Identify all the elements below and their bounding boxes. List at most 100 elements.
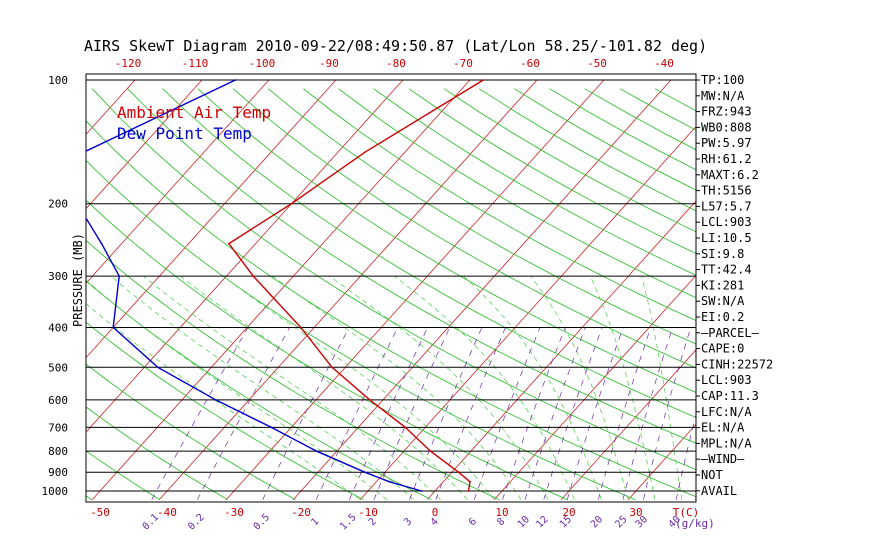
bottom-temp-tick-label: 10: [495, 506, 508, 519]
indices-item: MPL:N/A: [701, 436, 752, 450]
legend-dew-point: Dew Point Temp: [117, 124, 252, 143]
moist-adiabat-line: [110, 275, 415, 500]
indices-item: CINH:22572: [701, 357, 773, 371]
mixing-ratio-label: 0.2: [186, 512, 207, 533]
bottom-temp-tick-label: T(C): [673, 506, 700, 519]
isotherm-line: [292, 79, 672, 500]
mixing-ratio-labels: 0.1 0.2 0.5 1 1.5 2 3 4 6 8 10 12 15 20 25 30 40: [141, 512, 683, 533]
bottom-temp-tick-label: -30: [224, 506, 244, 519]
dry-adiabat-line: [303, 88, 696, 322]
dry-adiabat-line: [408, 88, 696, 254]
bottom-temp-tick-label: 30: [629, 506, 642, 519]
pressure-tick-label: 600: [48, 394, 68, 407]
indices-item: —WIND—: [701, 452, 745, 466]
pressure-tick-label: 400: [48, 321, 68, 334]
air-temp-point: [482, 79, 485, 81]
indices-item: L57:5.7: [701, 199, 752, 213]
mixing-ratio-lines: [151, 327, 696, 500]
legend: Ambient Air Temp Dew Point Temp: [117, 103, 271, 143]
top-temp-tick-label: -120: [115, 57, 142, 70]
dry-adiabat-lines: [0, 88, 696, 501]
moist-adiabat-line: [530, 275, 629, 500]
mixing-ratio-label: 1: [309, 516, 321, 528]
isotherm-line: [0, 80, 68, 500]
indices-item: CAPE:0: [701, 342, 744, 356]
indices-item: SI:9.8: [701, 247, 744, 261]
dew-point-point: [270, 426, 273, 429]
dew-point-point: [363, 471, 366, 474]
dry-adiabat-line: [162, 88, 696, 418]
isotherm-line: [86, 79, 270, 284]
air-temp-point: [467, 490, 470, 492]
isotherm-line: [86, 79, 404, 433]
dry-adiabat-line: [86, 159, 636, 501]
air-temp-point: [252, 275, 255, 277]
isotherm-line: [762, 80, 870, 500]
dry-adiabat-line: [92, 88, 696, 471]
moist-adiabat-line: [143, 275, 441, 500]
top-temp-tick-label: -60: [520, 57, 540, 70]
indices-item: FRZ:943: [701, 105, 752, 119]
mixing-ratio-label: 0.5: [252, 512, 273, 533]
dew-point-point: [315, 450, 318, 453]
isotherm-line: [359, 125, 696, 500]
dew-point-point: [214, 398, 217, 401]
moist-adiabat-line: [180, 275, 468, 500]
mixing-ratio-line: [597, 327, 652, 500]
mixing-ratio-unit: (g/kg): [675, 517, 715, 530]
moist-adiabat-line: [86, 279, 388, 500]
mixing-ratio-line: [262, 327, 350, 500]
isotherm-line: [91, 79, 471, 500]
dry-adiabat-line: [86, 280, 432, 501]
mixing-ratio-label: 1.5: [338, 512, 359, 533]
top-temp-tick-label: -100: [249, 57, 276, 70]
bottom-temp-tick-label: 20: [562, 506, 575, 519]
mixing-ratio-line: [197, 327, 290, 500]
mixing-ratio-line: [622, 327, 673, 500]
indices-item: KI:281: [701, 278, 744, 292]
mixing-ratio-label: 12: [534, 514, 550, 530]
isotherm-line: [560, 349, 696, 500]
pressure-tick-label: 200: [48, 198, 68, 211]
bottom-temp-tick-label: 0: [432, 506, 439, 519]
dew-point-point: [118, 275, 121, 277]
bottom-temp-tick-labels: -50 -40 -30 -20 -10 0 10 20 30 T(C): [90, 506, 699, 519]
indices-item: EL:N/A: [701, 421, 745, 435]
mixing-ratio-line: [566, 327, 624, 500]
pressure-tick-labels: 100 200 300 400 500 600 700 800 900 1000: [42, 74, 69, 498]
top-temp-tick-labels: -120 -110 -100 -90 -80 -70 -60 -50 -40: [115, 57, 674, 70]
sounding-profiles: [76, 79, 485, 492]
dew-point-point: [76, 203, 78, 205]
indices-item: TT:42.4: [701, 263, 752, 277]
dry-adiabat-line: [654, 88, 696, 112]
isotherm-line: [86, 79, 337, 359]
dry-adiabat-line: [0, 89, 24, 500]
legend-air-temp: Ambient Air Temp: [117, 103, 271, 122]
isotherm-line: [627, 423, 696, 500]
air-temp-point: [331, 366, 333, 369]
dry-adiabat-line: [267, 88, 696, 345]
top-temp-tick-label: -110: [182, 57, 209, 70]
isotherm-line: [0, 80, 1, 500]
air-temp-point: [429, 450, 432, 453]
pressure-tick-label: 500: [48, 361, 68, 374]
air-temp-point: [363, 151, 366, 154]
dry-adiabat-line: [86, 406, 228, 501]
moist-adiabat-line: [86, 303, 361, 500]
indices-item: TH:5156: [701, 184, 752, 198]
air-temp-point: [368, 398, 371, 401]
dry-adiabat-line: [127, 88, 696, 444]
mixing-ratio-label: 3: [402, 516, 414, 528]
dry-adiabat-line: [514, 88, 696, 191]
indices-item: CAP:11.3: [701, 389, 759, 403]
dry-adiabat-line: [443, 88, 696, 233]
dry-adiabat-line: [86, 321, 364, 501]
dew-point-point: [100, 242, 103, 245]
top-temp-tick-label: -50: [587, 57, 607, 70]
top-temp-tick-label: -80: [386, 57, 406, 70]
indices-item: MAXT:6.2: [701, 168, 759, 182]
air-temp-point: [290, 202, 293, 205]
dew-point-point: [156, 366, 159, 369]
